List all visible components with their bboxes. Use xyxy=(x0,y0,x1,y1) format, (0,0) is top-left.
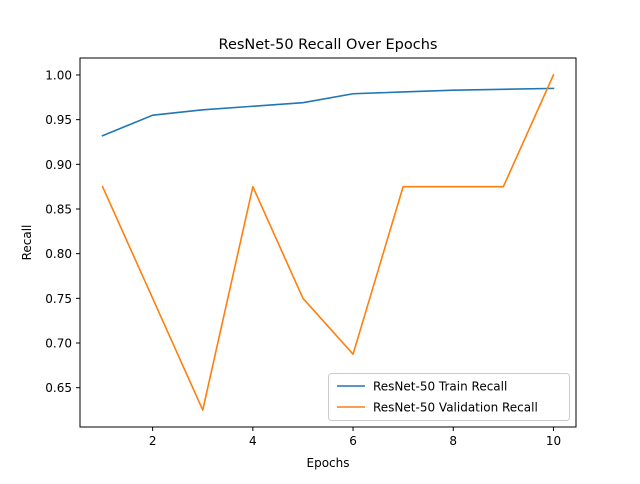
y-axis-label: Recall xyxy=(20,225,34,261)
plot-area-frame xyxy=(79,57,577,428)
y-tick-label: 1.00 xyxy=(45,68,72,82)
series-lines xyxy=(101,73,555,411)
legend-label-train: ResNet-50 Train Recall xyxy=(373,380,507,394)
axis-ticks: 2 4 6 8 10 0.65 0.70 0.75 0.80 0.85 0.90 0.95 1.00 xyxy=(45,68,561,448)
y-tick-label: 0.85 xyxy=(45,202,72,216)
y-tick-label: 0.95 xyxy=(45,113,72,127)
y-tick-label: 0.65 xyxy=(45,381,72,395)
train-recall-line xyxy=(101,87,555,137)
y-tick-label: 0.90 xyxy=(45,158,72,172)
validation-recall-line xyxy=(101,73,555,411)
y-tick-label: 0.75 xyxy=(45,292,72,306)
legend-label-validation: ResNet-50 Validation Recall xyxy=(373,401,538,415)
y-tick-label: 0.80 xyxy=(45,247,72,261)
x-tick-label: 10 xyxy=(546,434,561,448)
x-tick-label: 2 xyxy=(149,434,157,448)
x-tick-label: 6 xyxy=(349,434,357,448)
y-tick-label: 0.70 xyxy=(45,337,72,351)
legend: ResNet-50 Train Recall ResNet-50 Validati… xyxy=(328,373,570,421)
chart-title: ResNet-50 Recall Over Epochs xyxy=(219,37,438,53)
legend-box xyxy=(328,373,570,421)
x-axis-label: Epochs xyxy=(307,456,350,470)
x-tick-label: 4 xyxy=(249,434,257,448)
x-tick-label: 8 xyxy=(449,434,457,448)
